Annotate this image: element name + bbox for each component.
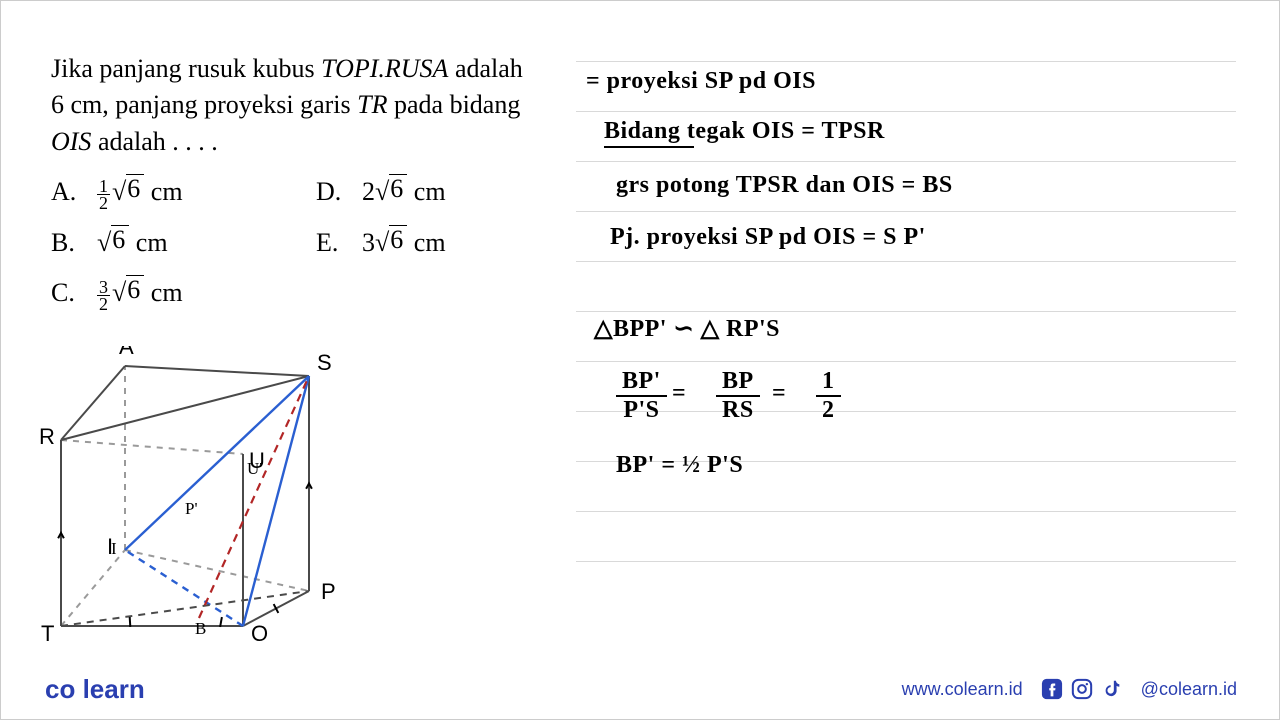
- q-line3-it: OIS: [51, 127, 91, 156]
- social-icons: [1041, 678, 1123, 700]
- svg-text:A: A: [119, 346, 134, 359]
- q-line1-post: adalah: [448, 54, 522, 83]
- brand-pre: co: [45, 674, 75, 704]
- svg-text:B: B: [195, 619, 206, 638]
- option-e: E. 3√6 cm: [316, 225, 571, 261]
- opt-a-letter: A.: [51, 174, 83, 210]
- question-text: Jika panjang rusuk kubus TOPI.RUSA adala…: [51, 51, 571, 160]
- svg-text:I: I: [111, 539, 117, 558]
- handwriting-line: = proyeksi SP pd OIS: [586, 68, 816, 95]
- instagram-icon: [1071, 678, 1093, 700]
- brand-post: learn: [83, 674, 145, 704]
- opt-c-value: 32√6 cm: [97, 275, 183, 312]
- handwriting-line: BP' = ½ P'S: [616, 452, 743, 479]
- handwriting-line: Pj. proyeksi SP pd OIS = S P': [610, 224, 926, 251]
- opt-b-value: √6 cm: [97, 225, 168, 261]
- opt-a-value: 12√6 cm: [97, 174, 183, 211]
- handwriting-fraction: 12: [816, 368, 841, 424]
- option-d: D. 2√6 cm: [316, 174, 571, 211]
- opt-e-letter: E.: [316, 225, 348, 261]
- svg-text:O: O: [251, 621, 268, 646]
- q-line3-post: adalah . . . .: [91, 127, 217, 156]
- cube-diagram: TOPIRASUBP'U'I: [31, 346, 351, 656]
- svg-text:S: S: [317, 350, 332, 375]
- handwriting-fraction: BPRS: [716, 368, 760, 424]
- option-c: C. 32√6 cm: [51, 275, 306, 312]
- cube-svg: TOPIRASUBP'U'I: [31, 346, 351, 656]
- q-line2-it: TR: [357, 90, 387, 119]
- svg-text:P': P': [185, 499, 198, 518]
- handwriting-line: Bidang tegak OIS = TPSR: [604, 118, 885, 145]
- footer: co learn www.colearn.id @colearn.id: [1, 659, 1280, 719]
- opt-e-value: 3√6 cm: [362, 225, 446, 261]
- opt-b-letter: B.: [51, 225, 83, 261]
- opt-d-value: 2√6 cm: [362, 174, 446, 210]
- tiktok-icon: [1101, 678, 1123, 700]
- svg-text:U': U': [247, 459, 262, 478]
- question-block: Jika panjang rusuk kubus TOPI.RUSA adala…: [51, 51, 571, 312]
- q-line2-post: pada bidang: [388, 90, 521, 119]
- brand-logo: co learn: [45, 674, 145, 705]
- opt-d-letter: D.: [316, 174, 348, 210]
- facebook-icon: [1041, 678, 1063, 700]
- handwritten-notes: = proyeksi SP pd OIS Bidang tegak OIS = T…: [576, 56, 1236, 546]
- option-b: B. √6 cm: [51, 225, 306, 261]
- footer-handle: @colearn.id: [1141, 679, 1237, 700]
- q-line2-pre: 6 cm, panjang proyeksi garis: [51, 90, 357, 119]
- footer-right: www.colearn.id @colearn.id: [902, 678, 1237, 700]
- answer-options: A. 12√6 cm D. 2√6 cm B. √6 cm E. 3√6 cm …: [51, 174, 571, 312]
- q-line1-pre: Jika panjang rusuk kubus: [51, 54, 321, 83]
- opt-c-letter: C.: [51, 275, 83, 311]
- footer-url: www.colearn.id: [902, 679, 1023, 700]
- svg-text:P: P: [321, 579, 336, 604]
- handwriting-fraction: BP'P'S: [616, 368, 667, 424]
- handwriting-line: grs potong TPSR dan OIS = BS: [616, 172, 953, 199]
- svg-text:R: R: [39, 424, 55, 449]
- handwriting-line: △BPP' ∽ △ RP'S: [594, 314, 780, 343]
- svg-text:T: T: [41, 621, 54, 646]
- option-a: A. 12√6 cm: [51, 174, 306, 211]
- q-line1-it: TOPI.RUSA: [321, 54, 448, 83]
- brand-dot: [75, 674, 82, 704]
